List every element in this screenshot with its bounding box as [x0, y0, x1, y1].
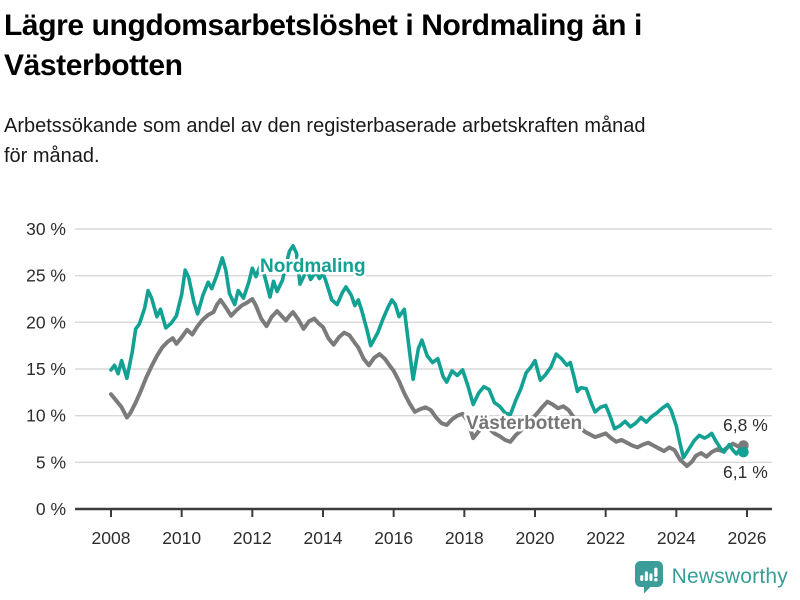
- chart-subtitle: Arbetssökande som andel av den registerb…: [4, 111, 796, 171]
- x-axis-label-2008: 2008: [92, 528, 131, 548]
- logo-bar-3: [649, 573, 653, 581]
- x-axis-label-2020: 2020: [516, 528, 555, 548]
- page-title-line-2: Västerbotten: [4, 48, 183, 82]
- x-axis-label-2012: 2012: [233, 528, 272, 548]
- page-header: Lägre ungdomsarbetslöshet i Nordmaling ä…: [4, 6, 796, 171]
- newsworthy-attribution: Newsworthy: [634, 560, 788, 594]
- x-axis-label-2018: 2018: [445, 528, 484, 548]
- newsworthy-logo-text: Newsworthy: [671, 565, 788, 588]
- newsworthy-logo-icon: [634, 561, 663, 594]
- y-axis-label-20: 20 %: [26, 312, 66, 332]
- series-label-nordmaling: Nordmaling: [260, 256, 366, 277]
- logo-bar-1: [639, 575, 643, 581]
- x-axis-label-2016: 2016: [374, 528, 413, 548]
- x-axis-label-2024: 2024: [657, 528, 696, 548]
- series-line-nordmaling: [109, 244, 746, 460]
- y-axis-label-15: 15 %: [26, 359, 66, 379]
- page-title-line-1: Lägre ungdomsarbetslöshet i Nordmaling ä…: [4, 9, 642, 42]
- end-value-label-nordmaling: 6,1 %: [723, 462, 768, 482]
- logo-bar-2: [644, 571, 648, 581]
- y-axis-label-10: 10 %: [26, 406, 66, 426]
- y-axis-label-25: 25 %: [26, 266, 66, 286]
- x-axis-label-2026: 2026: [728, 528, 767, 548]
- end-value-label-vasterbotten: 6,8 %: [723, 415, 768, 435]
- chart-subtitle-line-1: Arbetssökande som andel av den registerb…: [4, 115, 646, 138]
- x-axis-label-2014: 2014: [304, 528, 343, 548]
- chart-subtitle-line-2: för månad.: [4, 145, 100, 168]
- y-axis-label-0: 0 %: [36, 499, 66, 519]
- x-axis-label-2010: 2010: [162, 528, 201, 548]
- logo-exclamation-dot: [653, 577, 658, 582]
- y-axis-label-30: 30 %: [26, 219, 66, 239]
- page-title: Lägre ungdomsarbetslöshet i Nordmaling ä…: [4, 6, 796, 85]
- end-dot-nordmaling: [738, 446, 749, 458]
- y-axis-label-5: 5 %: [36, 452, 66, 472]
- series-label-vasterbotten: Västerbotten: [466, 413, 582, 434]
- x-axis-label-2022: 2022: [586, 528, 625, 548]
- logo-exclamation-bar: [653, 567, 658, 577]
- series-line-vasterbotten: [109, 297, 746, 469]
